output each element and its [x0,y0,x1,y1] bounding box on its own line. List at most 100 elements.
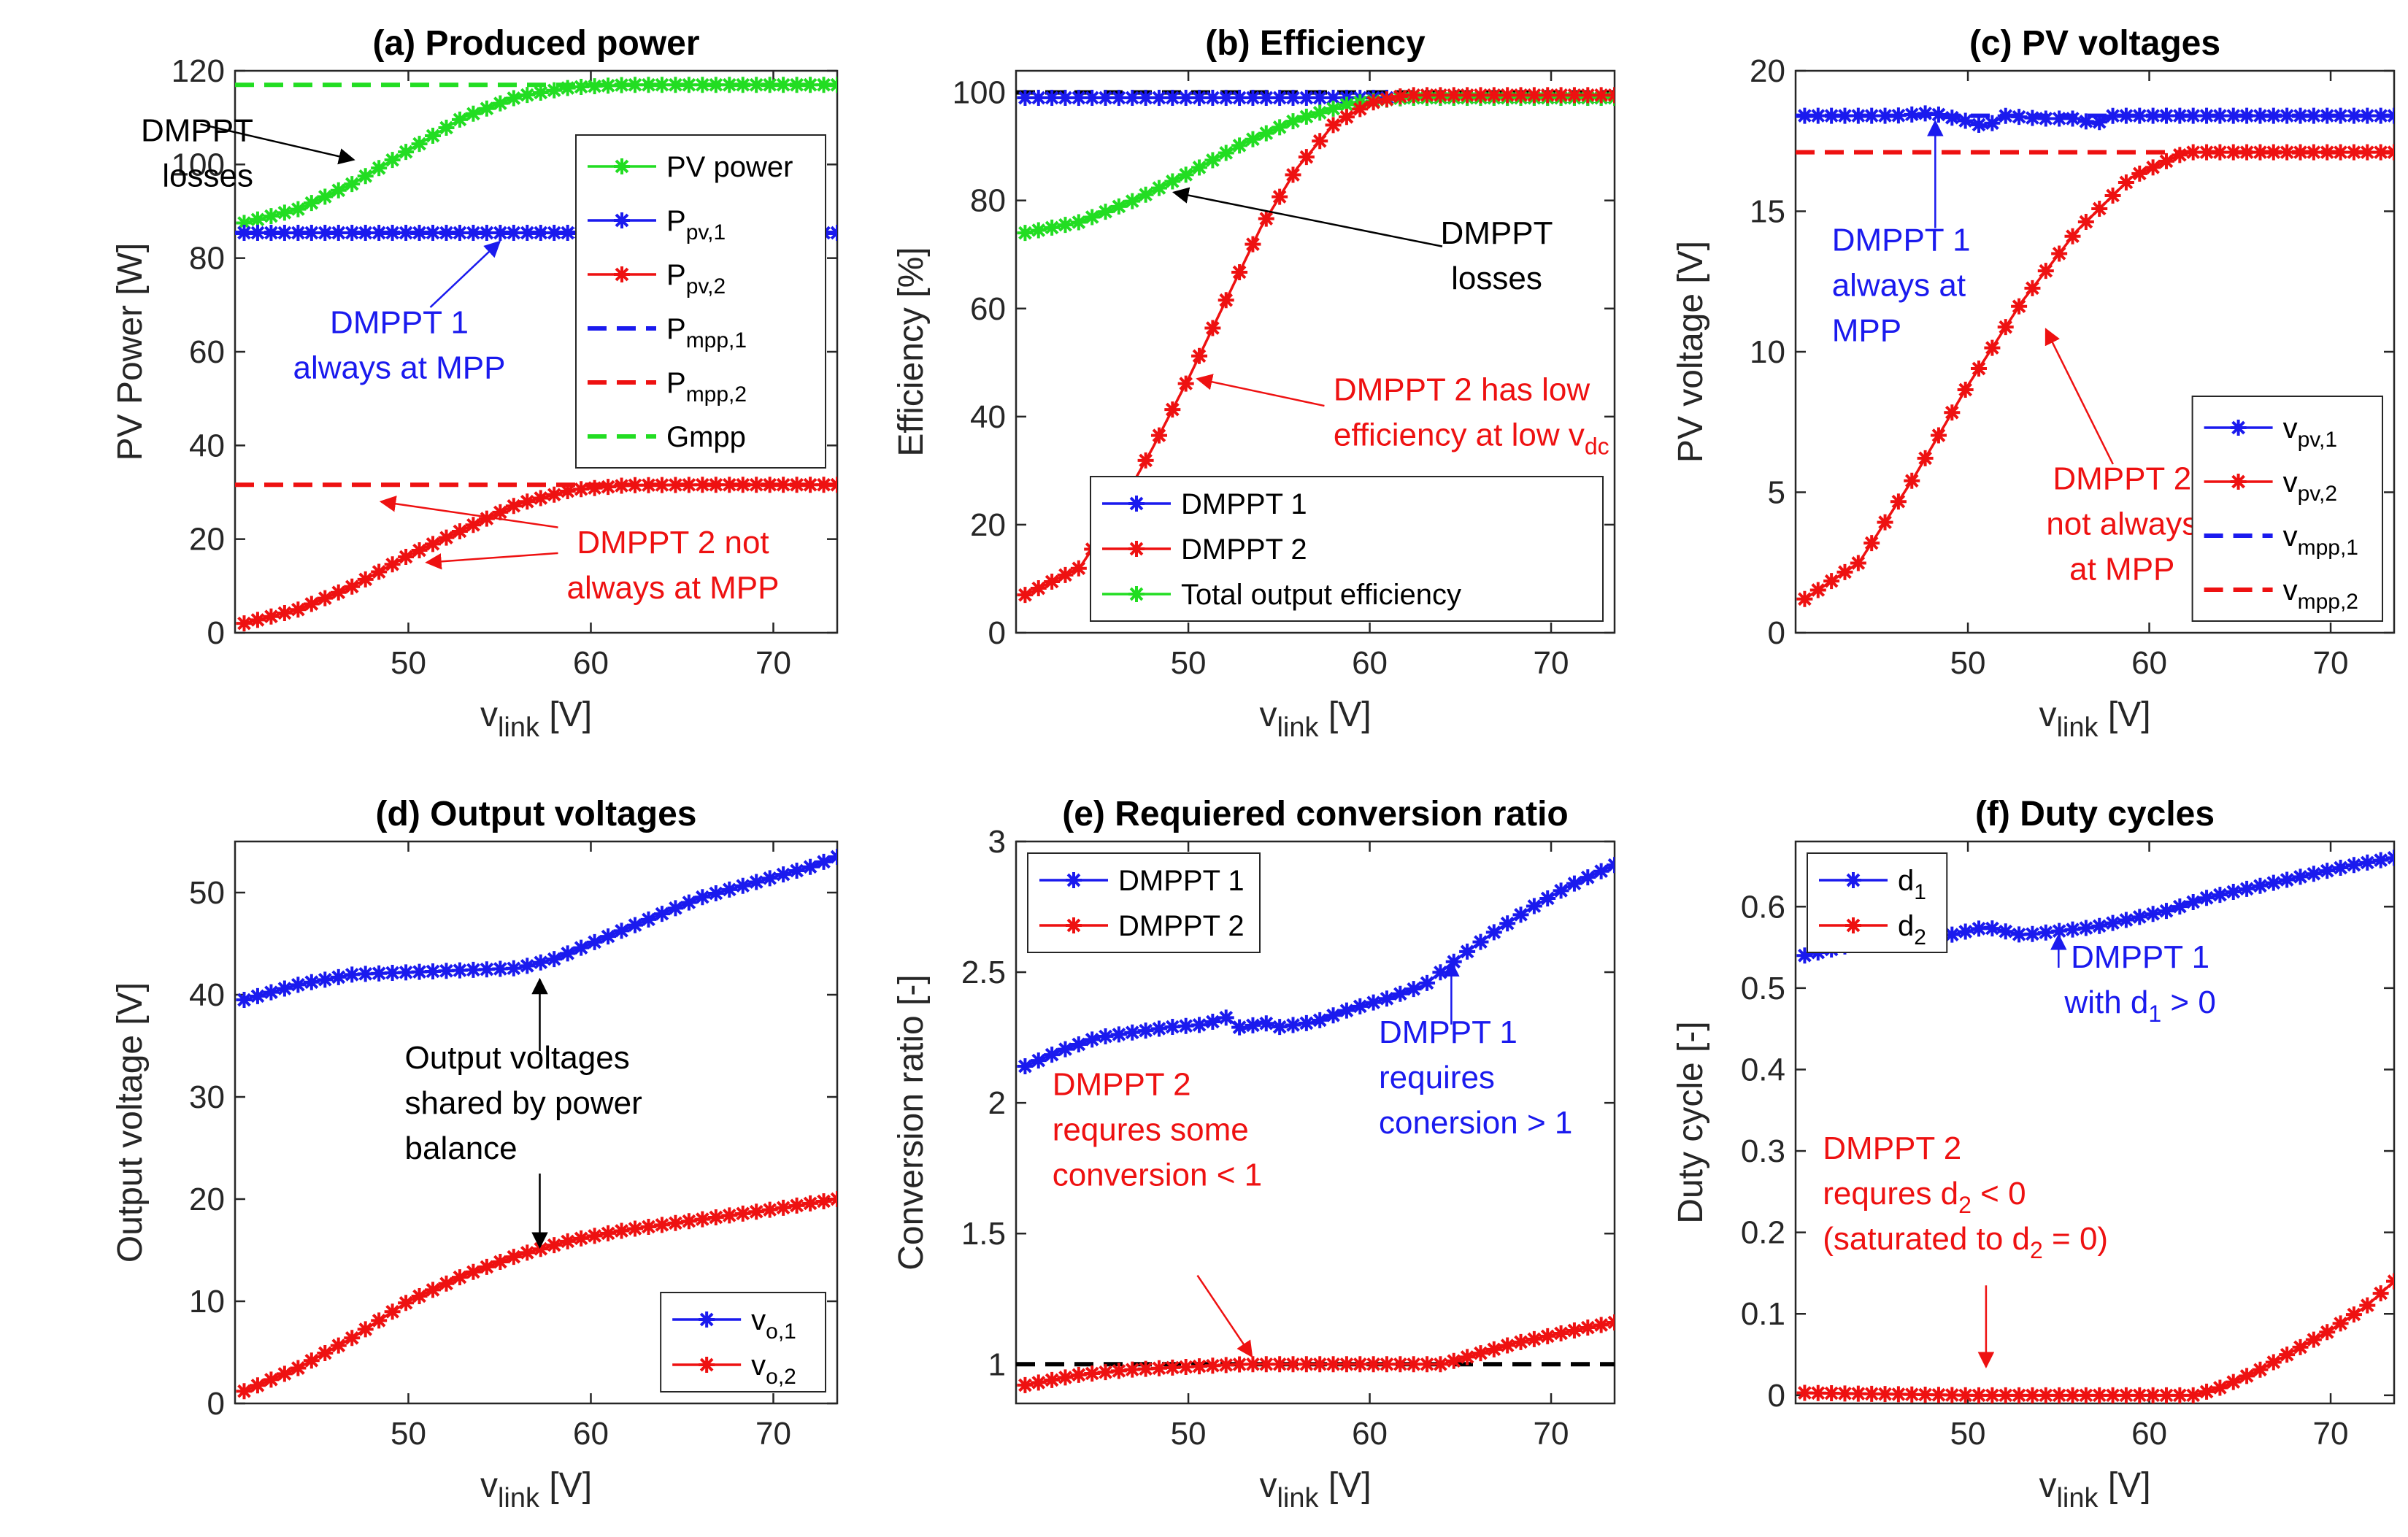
y-axis-label: Output voltage [V] [111,982,150,1263]
data-point [438,1275,455,1292]
chart-title: (b) Efficiency [1205,24,1426,63]
data-point [2292,868,2309,885]
data-point [2279,107,2296,124]
data-point [1285,1356,1301,1373]
legend-box [1090,476,1604,622]
data-point [680,77,697,93]
y-axis-label: Efficiency [%] [892,247,931,456]
data-point [1097,1028,1114,1045]
data-point [532,1241,549,1257]
data-point [788,477,805,493]
data-point [478,961,495,978]
legend-label: DMPPT 2 [1181,533,1307,566]
annotation-text: DMPPT losses [141,112,253,193]
data-point [2265,874,2282,891]
data-point [2199,890,2215,906]
data-point [2185,1387,2201,1403]
data-point [1997,319,2014,336]
x-tick-label: 50 [1950,1416,1986,1452]
data-point [1917,450,1934,466]
data-point [1984,1387,2001,1403]
data-point [1365,1356,1382,1373]
data-point [2131,165,2148,182]
data-point [694,1211,711,1228]
data-point [2091,114,2108,131]
data-point [1984,339,2001,356]
data-point [290,225,307,242]
data-point [1258,210,1274,227]
data-point [613,477,630,494]
data-point [1809,1384,1826,1401]
data-point [478,225,495,242]
annotation-arrow [1172,187,1443,247]
axes-box [1015,69,1616,634]
data-point [1796,107,1813,124]
data-point [505,960,522,976]
data-point [1405,87,1422,104]
data-point [2185,144,2201,161]
data-point [2265,1354,2282,1371]
data-point [559,945,576,962]
data-point [627,477,644,493]
data-point [694,477,711,493]
axes-box [234,840,839,1405]
data-point [2051,922,2068,939]
series-group [236,849,837,1400]
x-axis-label: vlink [V] [480,696,592,743]
y-tick-label: 50 [189,875,225,911]
data-point [1338,1002,1355,1019]
data-point [1218,145,1234,161]
data-point [734,77,751,93]
data-point [653,906,670,922]
data-point [1285,90,1301,107]
data-point [2319,863,2336,879]
data-point [627,77,644,93]
data-point [2292,1338,2309,1355]
data-point [2064,110,2081,127]
data-point [1218,1357,1234,1374]
data-point [492,1254,509,1271]
y-tick-label: 0.1 [1741,1296,1785,1332]
data-point [559,225,576,242]
data-point [411,136,428,153]
x-tick-label: 70 [755,1416,791,1452]
data-point [1850,1385,1866,1402]
data-point [425,128,442,145]
legend: vo,1 vo,2 [660,1292,826,1392]
x-tick-label: 50 [1171,1416,1207,1452]
data-point [1890,107,1907,124]
data-point [775,866,792,883]
data-point [1338,96,1355,113]
data-point [532,490,549,506]
legend-marker [1128,541,1145,557]
data-point [1312,104,1328,121]
data-point [2359,1297,2376,1314]
data-point [2131,909,2148,925]
data-point [546,486,563,503]
data-point [1405,1356,1422,1373]
data-point [1044,90,1061,107]
data-point [519,958,536,974]
data-point [236,215,253,231]
annotation-text: DMPPT 2 not always at MPP [2046,461,2198,588]
data-point [1338,1356,1355,1373]
data-point [1030,90,1047,107]
data-point [600,1225,617,1241]
data-point [451,523,468,539]
data-point [1285,113,1301,130]
data-point [1312,1012,1328,1028]
data-point [1070,214,1087,231]
data-point [788,863,805,879]
data-point [775,77,792,93]
legend: DMPPT 1 DMPPT 2 Total output efficiency [1090,476,1604,622]
data-point [411,225,428,242]
data-point [1164,173,1181,190]
data-point [532,954,549,971]
data-point [2064,228,2081,244]
data-point [1917,1386,1934,1403]
data-point [1809,582,1826,598]
y-tick-label: 40 [189,977,225,1013]
data-point [1512,906,1529,923]
data-point [1218,292,1234,309]
y-axis-label: PV voltage [V] [1672,241,1710,463]
